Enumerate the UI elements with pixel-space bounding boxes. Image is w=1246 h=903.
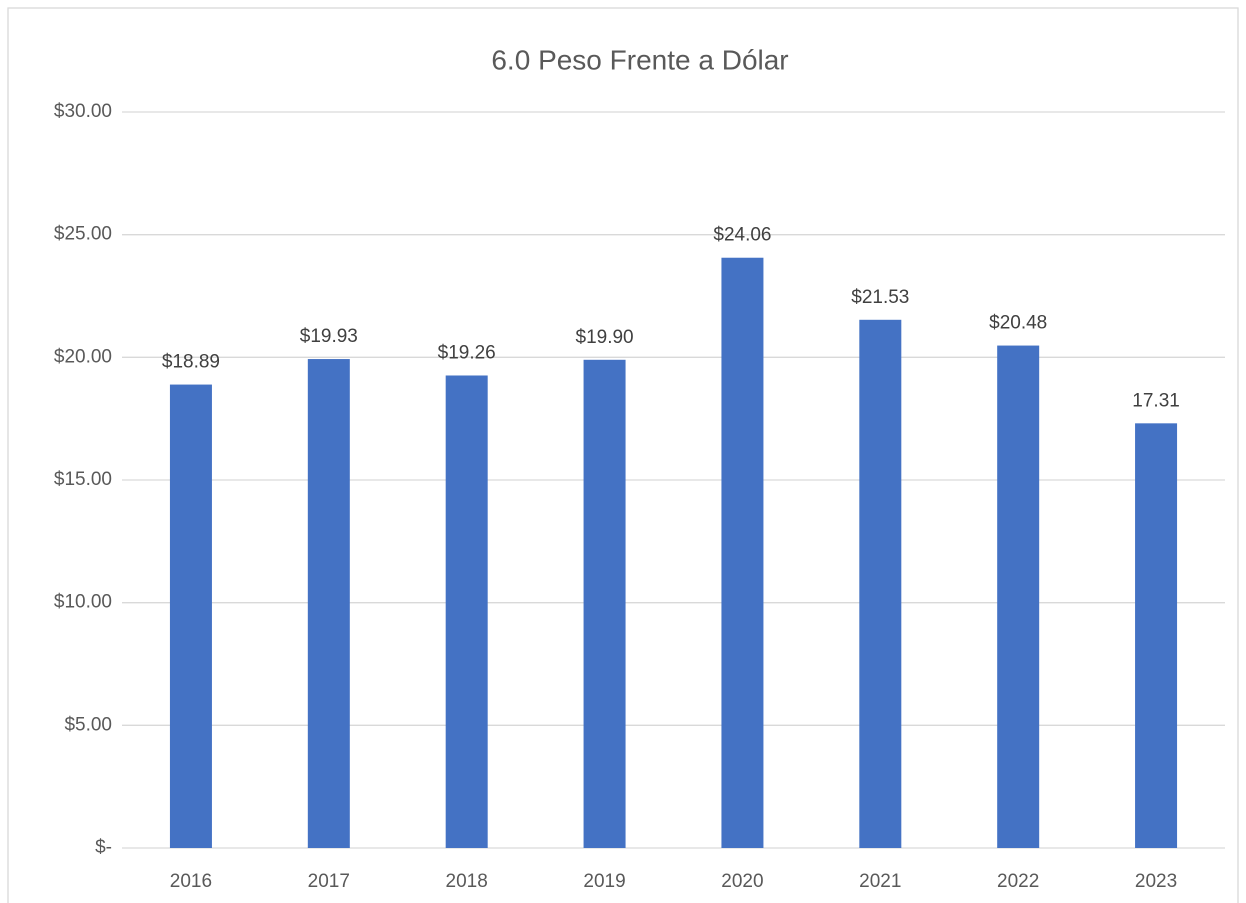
- x-tick-label: 2019: [583, 871, 625, 892]
- x-tick-label: 2022: [997, 871, 1039, 892]
- bar: [169, 384, 212, 848]
- x-tick-label: 2023: [1135, 871, 1177, 892]
- y-tick-label: $10.00: [54, 592, 112, 613]
- data-label: $24.06: [713, 225, 771, 246]
- x-tick-label: 2016: [170, 871, 212, 892]
- x-tick-label: 2020: [721, 871, 763, 892]
- bar: [1135, 423, 1178, 848]
- x-tick-label: 2021: [859, 871, 901, 892]
- data-label: $19.93: [300, 326, 358, 347]
- chart-title: 6.0 Peso Frente a Dólar: [491, 44, 788, 75]
- bar: [307, 359, 350, 848]
- y-tick-label: $-: [95, 837, 112, 858]
- data-label: $18.89: [162, 352, 220, 373]
- data-label: $19.90: [576, 327, 634, 348]
- bar: [721, 257, 764, 848]
- data-label: 17.31: [1132, 390, 1180, 411]
- x-tick-label: 2017: [308, 871, 350, 892]
- y-tick-label: $5.00: [64, 714, 112, 735]
- x-tick-label: 2018: [446, 871, 488, 892]
- bar: [997, 345, 1040, 848]
- y-tick-label: $20.00: [54, 346, 112, 367]
- y-tick-label: $15.00: [54, 469, 112, 490]
- y-tick-label: $30.00: [54, 101, 112, 122]
- data-label: $20.48: [989, 313, 1047, 334]
- bar: [445, 375, 488, 848]
- data-label: $19.26: [438, 343, 496, 364]
- data-label: $21.53: [851, 287, 909, 308]
- y-tick-label: $25.00: [54, 224, 112, 245]
- bar: [583, 359, 626, 848]
- bar: [859, 319, 902, 848]
